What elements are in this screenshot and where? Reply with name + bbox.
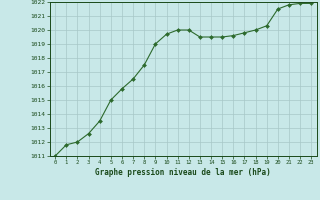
X-axis label: Graphe pression niveau de la mer (hPa): Graphe pression niveau de la mer (hPa) <box>95 168 271 177</box>
